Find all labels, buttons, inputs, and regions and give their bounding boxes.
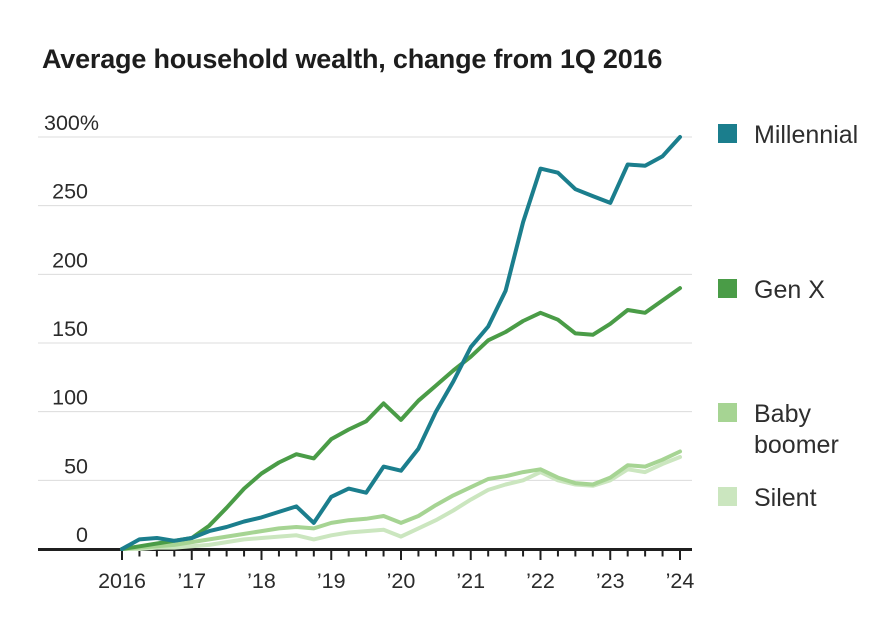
y-axis-tick-label: 0 (76, 523, 88, 547)
legend-label-genx: Gen X (754, 276, 825, 304)
x-axis-tick-label: ’19 (317, 569, 346, 593)
legend-label-baby-boomer: Baby boomer (754, 400, 839, 459)
x-axis-tick-label: ’22 (526, 569, 555, 593)
y-axis-tick-label: 250 (52, 180, 88, 204)
legend-item-baby-boomer: Baby boomer (718, 399, 864, 461)
legend-item-genx: Gen X (718, 275, 864, 306)
chart-line-millennial (120, 135, 682, 551)
y-axis-tick-label: 150 (52, 317, 88, 341)
x-axis-tick-label: ’23 (596, 569, 625, 593)
legend-swatch-silent (718, 487, 737, 506)
y-axis-tick-label: 100 (52, 386, 88, 410)
x-axis-tick-label: ’21 (456, 569, 485, 593)
y-axis-tick-label: 50 (64, 454, 88, 478)
legend-swatch-millennial (718, 124, 737, 143)
legend-label-millennial: Millennial (754, 121, 859, 149)
y-axis-tick-label: 300% (44, 111, 99, 135)
chart-line-gen-x (120, 286, 682, 551)
chart-line-baby-boomer (120, 449, 682, 551)
x-axis-tick-label: ’18 (247, 569, 276, 593)
x-axis-tick-label: ’20 (387, 569, 416, 593)
y-axis-tick-label: 200 (52, 248, 88, 272)
x-axis-tick-label: 2016 (98, 569, 146, 593)
chart-legend: Millennial Gen X Baby boomer Silent (718, 0, 890, 626)
legend-item-millennial: Millennial (718, 120, 864, 151)
legend-swatch-baby-boomer (718, 403, 737, 422)
x-axis-tick-label: ’24 (666, 569, 695, 593)
legend-item-silent: Silent (718, 483, 864, 514)
page-title: Average household wealth, change from 1Q… (42, 44, 663, 75)
x-axis-tick-label: ’17 (177, 569, 206, 593)
legend-swatch-genx (718, 279, 737, 298)
legend-label-silent: Silent (754, 484, 817, 512)
